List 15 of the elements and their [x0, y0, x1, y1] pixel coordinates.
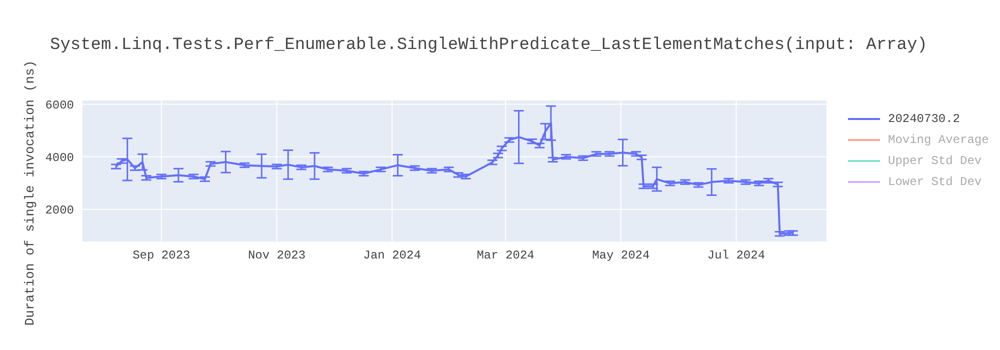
- chart-title: System.Linq.Tests.Perf_Enumerable.SingleWithPredicate_LastElementMatches(input: Array): [50, 36, 928, 55]
- x-tick-label: May 2024: [592, 248, 650, 263]
- y-tick-label: 6000: [45, 98, 74, 112]
- x-tick-label: Nov 2023: [248, 248, 306, 263]
- legend-label: Lower Std Dev: [888, 174, 982, 188]
- x-tick-label: Sep 2023: [132, 248, 190, 263]
- x-tick-label: Jul 2024: [707, 248, 766, 263]
- legend-label: 20240730.2: [888, 112, 960, 126]
- y-tick-label: 4000: [45, 151, 74, 166]
- y-axis-title: Duration of single invocation (ns): [22, 60, 38, 326]
- x-tick-label: Jan 2024: [363, 248, 421, 263]
- y-tick-label: 2000: [45, 204, 74, 218]
- legend-label: Upper Std Dev: [888, 154, 982, 168]
- legend-label: Moving Average: [888, 132, 989, 146]
- x-tick-label: Mar 2024: [476, 248, 534, 263]
